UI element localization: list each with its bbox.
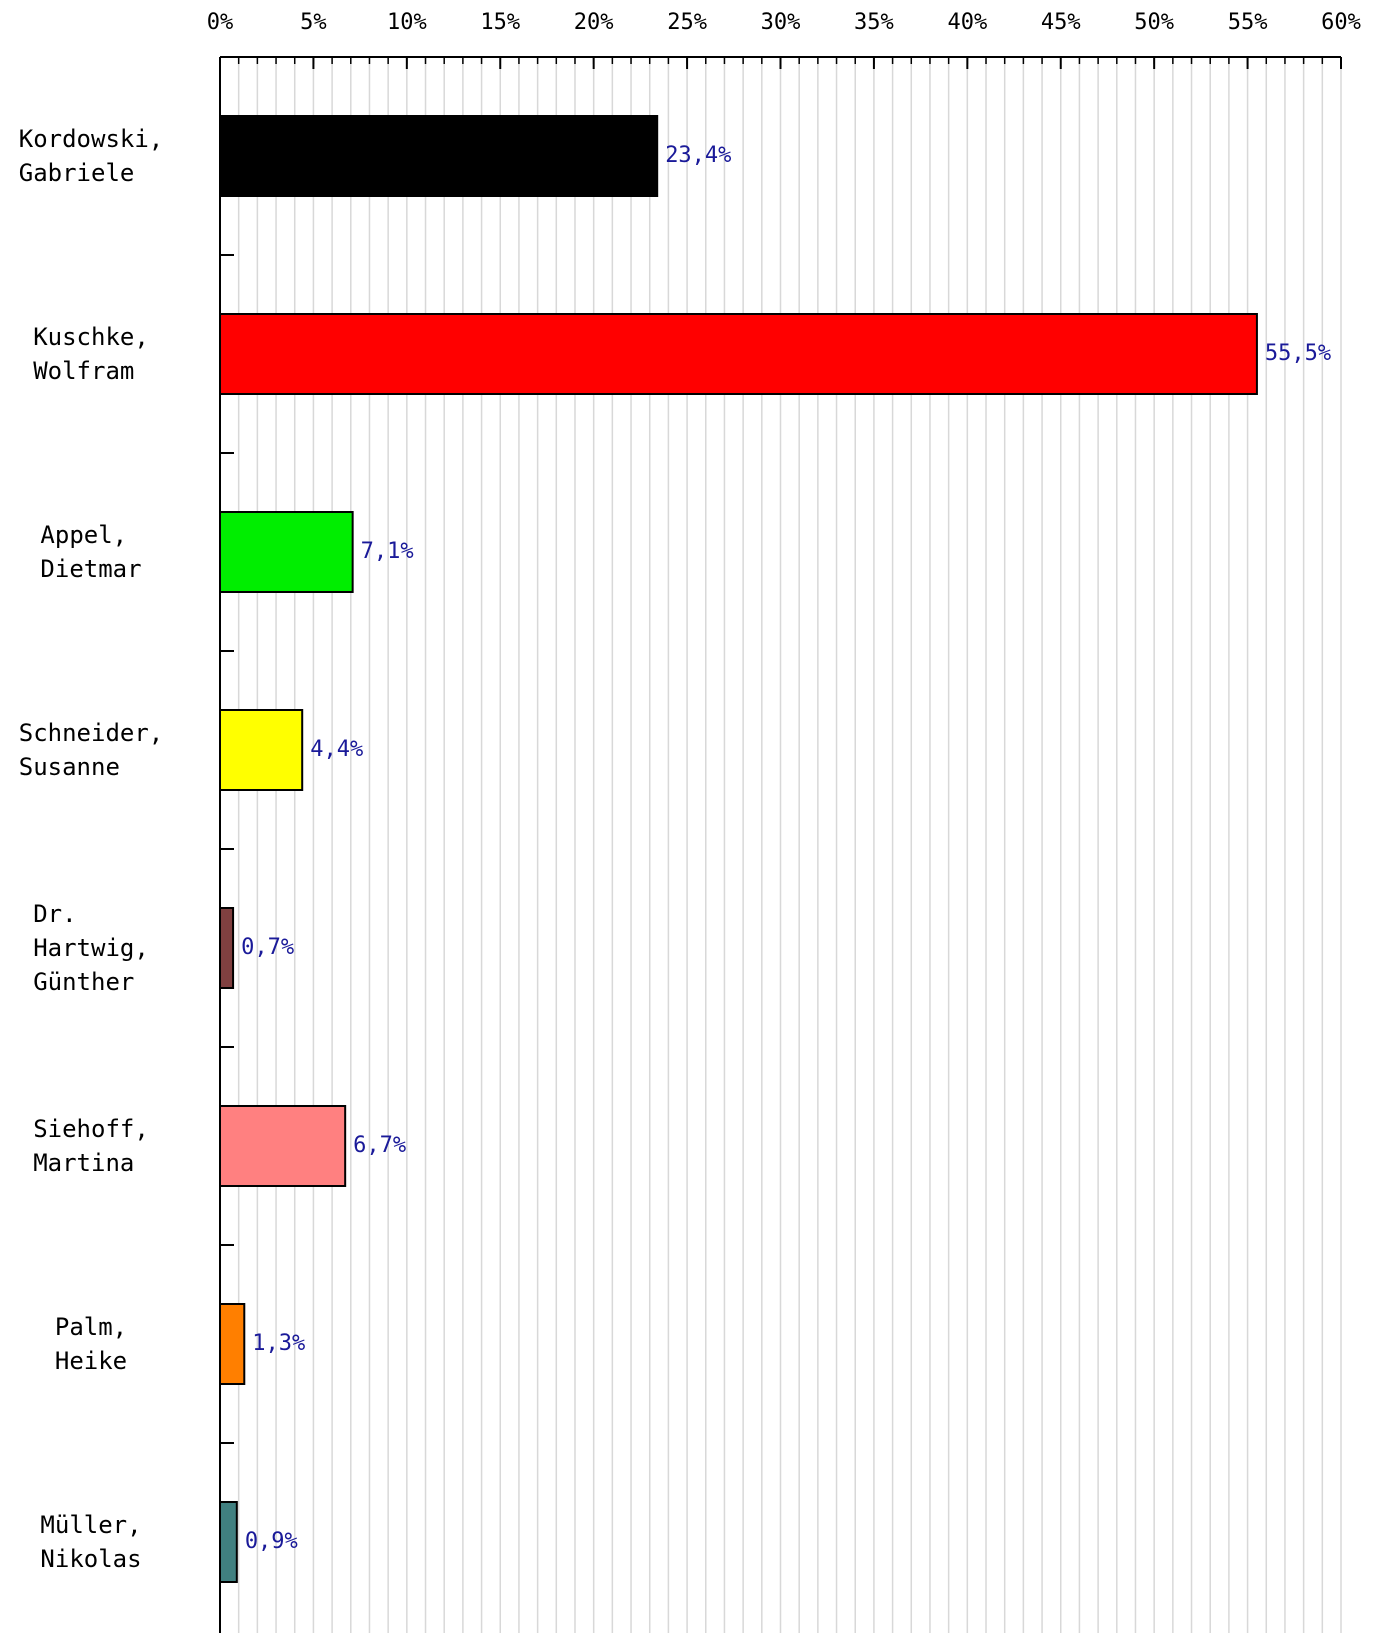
y-tick-label: Müller, Nikolas (40, 1511, 142, 1573)
category-label-box: Siehoff, Martina (0, 1086, 182, 1206)
bar (219, 115, 659, 197)
x-tick-label: 25% (667, 10, 707, 35)
y-tick-label: Palm, Heike (54, 1313, 128, 1375)
x-tick-label: 50% (1134, 10, 1174, 35)
value-label: 55,5% (1265, 341, 1331, 366)
x-tick-label: 5% (300, 10, 327, 35)
x-tick-label: 35% (854, 10, 894, 35)
x-tick-label: 10% (387, 10, 427, 35)
x-tick-label: 60% (1321, 10, 1361, 35)
bar (219, 313, 1258, 395)
x-tick-label: 40% (947, 10, 987, 35)
x-tick-label: 45% (1041, 10, 1081, 35)
y-tick-label: Kordowski, Gabriele (18, 125, 164, 187)
category-label-box: Schneider, Susanne (0, 690, 182, 810)
bar (219, 1105, 347, 1187)
x-tick-label: 55% (1228, 10, 1268, 35)
x-tick-label: 15% (480, 10, 520, 35)
bar (219, 709, 304, 791)
y-tick-label: Siehoff, Martina (33, 1115, 149, 1177)
y-tick-label: Schneider, Susanne (18, 719, 164, 781)
bar (219, 1303, 246, 1385)
y-tick-label: Dr. Hartwig, Günther (33, 900, 149, 996)
bar (219, 511, 354, 593)
y-tick-label: Appel, Dietmar (40, 521, 142, 583)
category-label-box: Kuschke, Wolfram (0, 294, 182, 414)
x-tick-label: 20% (574, 10, 614, 35)
bar (219, 1501, 238, 1583)
category-label-box: Palm, Heike (0, 1284, 182, 1404)
bar (219, 907, 235, 989)
value-label: 1,3% (252, 1331, 305, 1356)
value-label: 23,4% (665, 143, 731, 168)
category-label-box: Kordowski, Gabriele (0, 96, 182, 216)
category-label-box: Müller, Nikolas (0, 1482, 182, 1602)
value-label: 6,7% (353, 1133, 406, 1158)
value-label: 0,7% (241, 935, 294, 960)
value-label: 0,9% (245, 1529, 298, 1554)
category-label-box: Dr. Hartwig, Günther (0, 888, 182, 1008)
y-tick-label: Kuschke, Wolfram (33, 323, 149, 385)
x-tick-label: 0% (207, 10, 234, 35)
category-label-box: Appel, Dietmar (0, 492, 182, 612)
value-label: 4,4% (310, 737, 363, 762)
value-label: 7,1% (361, 539, 414, 564)
x-tick-label: 30% (761, 10, 801, 35)
